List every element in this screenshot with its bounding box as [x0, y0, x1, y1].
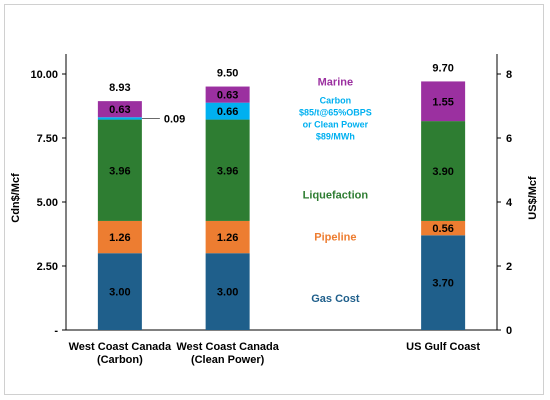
bar-segment: [205, 220, 250, 254]
data-label: 3.00: [217, 287, 238, 299]
y-tick-label: 7.50: [37, 133, 58, 145]
bar-segment: [421, 121, 466, 221]
data-label: 0.66: [217, 106, 238, 118]
series-label: Liquefaction: [303, 189, 369, 201]
series-label: Marine: [318, 77, 353, 89]
data-label: 3.00: [109, 287, 130, 299]
value-labels: 3.00 1.26 3.96 0.09 0.63 8.93 3.00 1.26 3.96 0.66…: [109, 62, 454, 298]
y2-tick-label: 6: [506, 133, 512, 145]
data-label: 1.26: [109, 232, 130, 244]
series-label: Carbon: [320, 95, 352, 105]
x-axis-labels: West Coast Canada(Carbon)West Coast Cana…: [69, 341, 481, 366]
data-label: 0.56: [432, 223, 453, 235]
data-label: 1.55: [432, 96, 453, 108]
bar-segment: [205, 253, 250, 330]
series-label: Pipeline: [314, 232, 356, 244]
series-label: $89/MWh: [316, 131, 355, 141]
bar-segment: [97, 119, 142, 221]
y-tick-label: 5.00: [37, 197, 58, 209]
y-axis-left: - 2.50 5.00 7.50 10.00: [30, 54, 497, 337]
series-labels: Gas Cost Pipeline Liquefaction Carbon $85/t@…: [299, 77, 372, 305]
data-label: 0.63: [217, 90, 238, 102]
bar-segment: [421, 220, 466, 236]
bar-segment: [205, 102, 250, 120]
y2-tick-label: 0: [506, 325, 512, 337]
x-tick-label: West Coast Canada: [69, 341, 172, 353]
y-tick-label: 10.00: [30, 69, 58, 81]
y2-axis-title: US$/Mcf: [527, 176, 539, 220]
data-label: 0.09: [164, 113, 185, 125]
series-label: $85/t@65%OBPS: [299, 107, 372, 117]
x-tick-label: (Carbon): [97, 354, 143, 366]
y-tick-label: -: [54, 325, 58, 337]
y2-tick-label: 4: [506, 197, 513, 209]
data-label: 3.90: [432, 166, 453, 178]
total-label: 8.93: [109, 82, 130, 94]
bar-segment: [97, 117, 142, 120]
data-label: 1.26: [217, 232, 238, 244]
series-label: Gas Cost: [311, 293, 360, 305]
data-label: 0.63: [109, 104, 130, 116]
bars: [97, 81, 466, 330]
y-axis-right: 0 2 4 6 8: [496, 54, 513, 337]
bar-segment: [97, 220, 142, 254]
y2-tick-label: 8: [506, 69, 512, 81]
y2-tick-label: 2: [506, 261, 512, 273]
bar-segment: [97, 101, 142, 118]
x-tick-label: US Gulf Coast: [406, 341, 480, 353]
data-label: 3.96: [217, 165, 238, 177]
data-label: 3.96: [109, 165, 130, 177]
chart-frame: [4, 4, 544, 395]
bar-segment: [205, 86, 250, 103]
bar-segment: [421, 81, 466, 122]
y-tick-label: 2.50: [37, 261, 58, 273]
bar-segment: [205, 119, 250, 221]
bar-segment: [97, 253, 142, 330]
series-label: or Clean Power: [303, 119, 369, 129]
total-label: 9.50: [217, 68, 238, 80]
total-label: 9.70: [432, 62, 453, 74]
x-tick-label: (Clean Power): [191, 354, 265, 366]
y-axis-title: Cdn$/Mcf: [10, 173, 22, 223]
x-tick-label: West Coast Canada: [176, 341, 279, 353]
bar-segment: [421, 235, 466, 330]
data-label: 3.70: [432, 278, 453, 290]
